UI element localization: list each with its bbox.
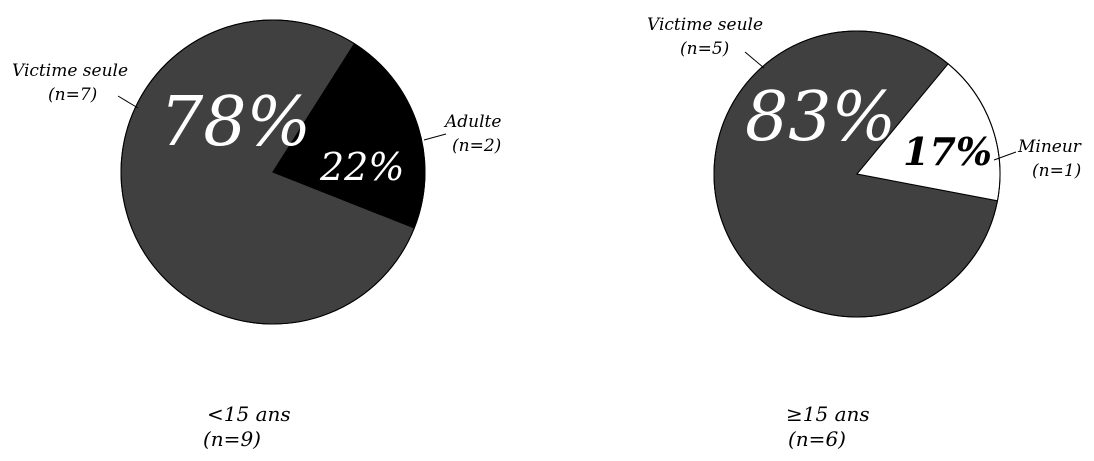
legend-n-victime-seule-under-15: (n=7) (48, 85, 97, 105)
subtitle-15-and-over: ≥15 ans (786, 402, 870, 426)
pct-label-mineur: 17% (903, 129, 992, 174)
pct-label-adulte: 22% (319, 145, 404, 189)
leader-line-mineur (993, 151, 1017, 161)
legend-label-victime-seule-15-and-over: Victime seule (647, 15, 763, 35)
leader-line-adulte (423, 133, 447, 141)
leader-line-victime-seule-15-and-over (744, 51, 765, 69)
legend-label-adulte: Adulte (443, 112, 501, 132)
subtitle-under-15: <15 ans (207, 402, 291, 426)
legend-n-adulte: (n=2) (452, 136, 501, 156)
legend-n-mineur: (n=1) (1032, 161, 1081, 181)
pie-outline-15-and-over (713, 30, 1001, 318)
pct-label-victime-seule-15-and-over: 83% (745, 78, 896, 157)
subtitle-n-under-15: (n=9) (203, 427, 261, 451)
legend-label-victime-seule-under-15: Victime seule (12, 61, 128, 81)
subtitle-n-15-and-over: (n=6) (788, 427, 846, 451)
pie-chart-under-15: 78% 22% Victime seule (n=7) Adulte (n=2)… (12, 19, 501, 451)
legend-label-mineur: Mineur (1017, 137, 1082, 157)
pie-chart-15-and-over: 83% 17% Victime seule (n=5) Mineur (n=1)… (647, 15, 1082, 451)
leader-line-victime-seule-under-15 (117, 95, 139, 109)
pct-label-victime-seule-under-15: 78% (160, 83, 311, 162)
legend-n-victime-seule-15-and-over: (n=5) (680, 39, 729, 59)
pie-outline-under-15 (120, 19, 426, 325)
